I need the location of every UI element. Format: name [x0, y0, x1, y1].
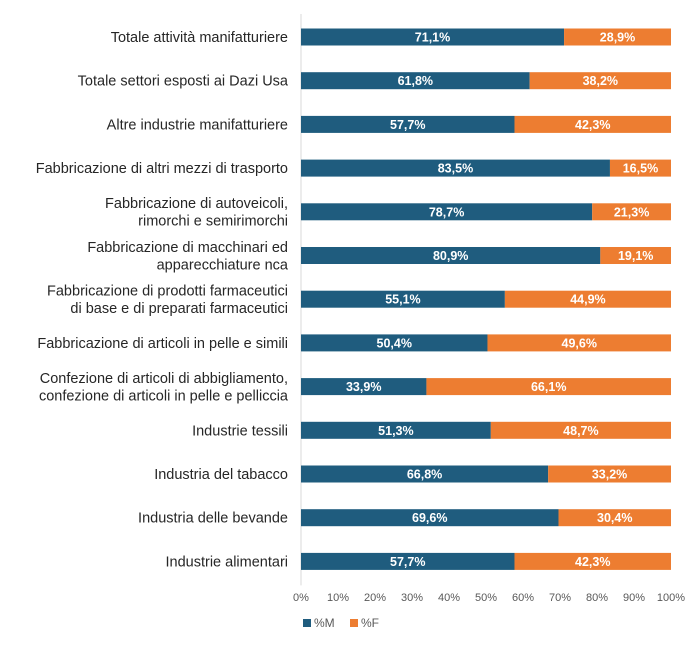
data-label: 42,3% — [575, 555, 610, 569]
x-tick-label: 80% — [586, 592, 608, 604]
bar-segment-f — [504, 290, 671, 308]
bar-segment-m — [301, 247, 601, 264]
category-label: Confezione di articoli di abbigliamento,… — [39, 371, 289, 405]
bar-segment-m — [301, 28, 565, 46]
legend-swatch-f — [350, 619, 358, 627]
category-label: Altre industrie manifatturiere — [107, 117, 288, 133]
category-label: Fabbricazione di altri mezzi di trasport… — [36, 161, 288, 177]
data-label: 33,2% — [592, 468, 627, 482]
data-label: 51,3% — [378, 424, 413, 438]
data-label: 57,7% — [390, 118, 425, 132]
bar-segment-f — [514, 115, 671, 133]
bar-segment-m — [301, 290, 505, 308]
x-tick-label: 60% — [512, 592, 534, 604]
data-label: 83,5% — [438, 162, 473, 176]
bar-segment-m — [301, 334, 488, 352]
data-label: 28,9% — [600, 31, 635, 45]
bar-segment-f — [558, 509, 671, 527]
category-label: Totale settori esposti ai Dazi Usa — [78, 74, 289, 90]
x-tick-label: 90% — [623, 592, 645, 604]
category-label: Industrie alimentari — [166, 554, 289, 570]
data-label: 38,2% — [583, 74, 618, 88]
data-label: 44,9% — [570, 293, 605, 307]
category-label: Fabbricazione di prodotti farmaceutici di… — [47, 283, 288, 317]
data-label: 30,4% — [597, 511, 632, 525]
category-label: Fabbricazione di macchinari ed apparecchi… — [87, 240, 289, 274]
data-label: 80,9% — [433, 249, 468, 263]
x-tick-label: 40% — [438, 592, 460, 604]
category-label: Industrie tessili — [192, 423, 288, 439]
category-label: Fabbricazione di autoveicoli, rimorchi e … — [105, 196, 288, 230]
legend-swatch-m — [303, 619, 311, 627]
bar-segment-m — [301, 159, 610, 177]
bar-segment-f — [487, 334, 671, 352]
x-tick-label: 100% — [657, 592, 685, 604]
bars: 71,1% 28,9% 61,8% 38,2% 57,7% 42,3% 83,5% 16,5%… — [301, 28, 671, 570]
x-tick-label: 50% — [475, 592, 497, 604]
category-label: Fabbricazione di articoli in pelle e sim… — [37, 336, 288, 352]
data-label: 16,5% — [623, 162, 658, 176]
data-label: 48,7% — [563, 424, 598, 438]
data-label: 42,3% — [575, 118, 610, 132]
x-tick-label: 70% — [549, 592, 571, 604]
data-label: 57,7% — [390, 555, 425, 569]
bar-segment-m — [301, 509, 559, 527]
x-axis-ticks: 0% 10% 20% 30% 40% 50% 60% 70% 80% 90% 100% — [293, 592, 685, 604]
category-label: Industria delle bevande — [138, 511, 288, 527]
data-label: 33,9% — [346, 380, 381, 394]
bar-segment-f — [529, 72, 671, 90]
bar-segment-m — [301, 421, 491, 439]
category-labels: Totale attività manifatturiere Totale set… — [36, 30, 289, 570]
bar-segment-m — [301, 378, 427, 396]
x-tick-label: 10% — [327, 592, 349, 604]
category-label: Totale attività manifatturiere — [111, 30, 288, 46]
data-label: 66,1% — [531, 380, 566, 394]
x-tick-label: 20% — [364, 592, 386, 604]
bar-segment-f — [592, 203, 671, 221]
data-label: 19,1% — [618, 249, 653, 263]
data-label: 71,1% — [415, 31, 450, 45]
category-label: Industria del tabacco — [154, 467, 288, 483]
bar-segment-m — [301, 552, 515, 570]
data-label: 61,8% — [398, 74, 433, 88]
data-label: 49,6% — [562, 336, 597, 350]
bar-segment-f — [609, 159, 671, 177]
data-label: 66,8% — [407, 468, 442, 482]
data-label: 21,3% — [614, 205, 649, 219]
bar-segment-m — [301, 115, 515, 133]
legend-label: %M — [314, 616, 335, 630]
x-tick-label: 0% — [293, 592, 309, 604]
bar-segment-f — [548, 465, 671, 483]
data-label: 50,4% — [377, 336, 412, 350]
bar-segment-f — [490, 421, 671, 439]
data-label: 69,6% — [412, 511, 447, 525]
x-tick-label: 30% — [401, 592, 423, 604]
bar-segment-f — [564, 28, 671, 46]
bar-segment-f — [600, 247, 671, 264]
bar-segment-m — [301, 72, 530, 90]
bar-segment-m — [301, 465, 549, 483]
bar-segment-f — [514, 552, 671, 570]
bar-segment-m — [301, 203, 593, 221]
bar-segment-f — [426, 378, 671, 396]
data-label: 55,1% — [385, 293, 420, 307]
legend-label: %F — [361, 616, 379, 630]
legend: %M %F — [303, 616, 379, 630]
data-label: 78,7% — [429, 205, 464, 219]
